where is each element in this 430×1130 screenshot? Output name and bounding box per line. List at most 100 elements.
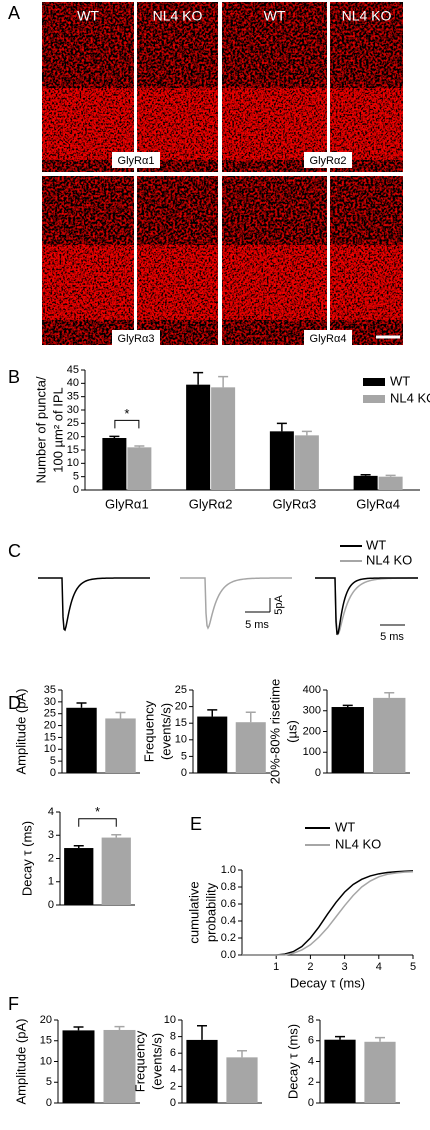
y-tick-label: 0: [46, 1097, 52, 1109]
y-tick-label: 0.2: [221, 932, 236, 944]
bar: [235, 722, 266, 773]
y-tick-label: 0: [181, 767, 187, 779]
y-axis-label: Frequency: [141, 700, 156, 762]
bar: [364, 1041, 396, 1103]
x-tick-label: 4: [376, 961, 382, 973]
panel-label: F: [8, 994, 19, 1014]
ipl-band: [330, 88, 403, 160]
y-tick-label: 35: [67, 391, 79, 403]
column-label: WT: [264, 8, 286, 24]
legend-label: WT: [335, 819, 355, 834]
error-bar: [384, 691, 395, 698]
legend-label: WT: [366, 537, 386, 552]
column-label: WT: [77, 8, 99, 24]
scale-label: 5 ms: [380, 631, 404, 643]
image-label-box: [304, 152, 352, 168]
error-bar: [360, 474, 371, 476]
y-tick-label: 0: [308, 1097, 314, 1109]
y-tick-label: 15: [40, 1035, 52, 1047]
x-tick-label: GlyRα4: [356, 496, 400, 511]
y-tick-label: 5: [181, 750, 187, 762]
significance-label: *: [95, 804, 100, 819]
bar: [127, 447, 152, 490]
image-label: GlyRα3: [118, 333, 155, 345]
y-tick-label: 0: [48, 899, 54, 911]
ipl-band: [137, 245, 218, 320]
y-tick-label: 8: [170, 1031, 176, 1043]
error-bar: [335, 1035, 345, 1040]
y-tick-label: 0: [73, 484, 79, 496]
y-tick-label: 8: [308, 1014, 314, 1026]
legend-label: WT: [390, 373, 410, 388]
panel-label: B: [8, 367, 20, 387]
bar: [211, 387, 236, 490]
bar: [101, 837, 131, 905]
y-tick-label: 35: [44, 684, 56, 696]
y-axis-label: 20%-80% risetime: [267, 679, 282, 785]
ipl-band: [137, 88, 218, 160]
x-tick-label: 2: [307, 961, 313, 973]
bar: [186, 1039, 218, 1103]
y-tick-label: 15: [44, 731, 56, 743]
bar: [105, 718, 136, 773]
bar: [103, 1029, 136, 1103]
bar: [353, 475, 378, 490]
bar: [197, 716, 228, 773]
y-tick-label: 20: [40, 1014, 52, 1026]
y-tick-label: 25: [67, 417, 79, 429]
error-bar: [76, 702, 87, 708]
error-bar: [193, 371, 204, 385]
bar: [66, 707, 97, 773]
error-bar: [245, 711, 256, 723]
legend-label: NL4 KO: [366, 552, 412, 567]
y-axis-label: Frequency: [132, 1030, 147, 1092]
column-label: NL4 KO: [342, 8, 392, 24]
y-tick-label: 30: [67, 404, 79, 416]
line: [242, 870, 414, 956]
significance-label: *: [124, 406, 129, 421]
y-tick-label: 15: [67, 444, 79, 456]
y-tick-label: 4: [308, 1055, 314, 1067]
y-tick-label: 5: [73, 471, 79, 483]
bar: [62, 1030, 95, 1103]
y-axis-label: Decay τ (ms): [285, 1024, 300, 1099]
y-tick-label: 300: [303, 705, 321, 717]
panel-label: E: [190, 814, 202, 834]
y-axis-label: (events/s): [158, 703, 173, 760]
y-tick-label: 2: [48, 852, 54, 864]
bar: [269, 431, 294, 490]
x-tick-label: 1: [273, 961, 279, 973]
y-tick-label: 4: [48, 806, 54, 818]
legend-label: NL4 KO: [335, 836, 381, 851]
trace: [315, 577, 418, 636]
line: [242, 870, 414, 956]
panel-label: A: [8, 3, 20, 23]
bar: [373, 697, 406, 773]
image-label: GlyRα1: [118, 155, 155, 167]
trace: [180, 577, 293, 630]
error-bar: [114, 1025, 125, 1030]
image-label: GlyRα2: [310, 155, 347, 167]
error-bar: [207, 709, 218, 717]
image-label-box: [112, 330, 160, 346]
y-tick-label: 1.0: [221, 864, 236, 876]
y-tick-label: 0: [315, 767, 321, 779]
significance-bracket: [114, 419, 140, 429]
y-tick-label: 1: [48, 876, 54, 888]
y-tick-label: 40: [67, 377, 79, 389]
error-bar: [375, 1036, 385, 1042]
y-tick-label: 0: [170, 1097, 176, 1109]
y-axis-label: Decay τ (ms): [19, 821, 34, 896]
panel-label: C: [8, 541, 21, 561]
bar: [102, 438, 127, 490]
y-tick-label: 25: [175, 684, 187, 696]
x-axis-label: Decay τ (ms): [290, 975, 365, 990]
y-tick-label: 10: [67, 457, 79, 469]
error-bar: [134, 445, 145, 448]
error-bar: [115, 711, 126, 719]
y-axis-label: cumulative: [186, 881, 201, 943]
y-tick-label: 5: [50, 755, 56, 767]
y-axis-label: (events/s): [149, 1033, 164, 1090]
y-tick-label: 0.0: [221, 949, 236, 961]
image-label: GlyRα4: [310, 333, 347, 345]
